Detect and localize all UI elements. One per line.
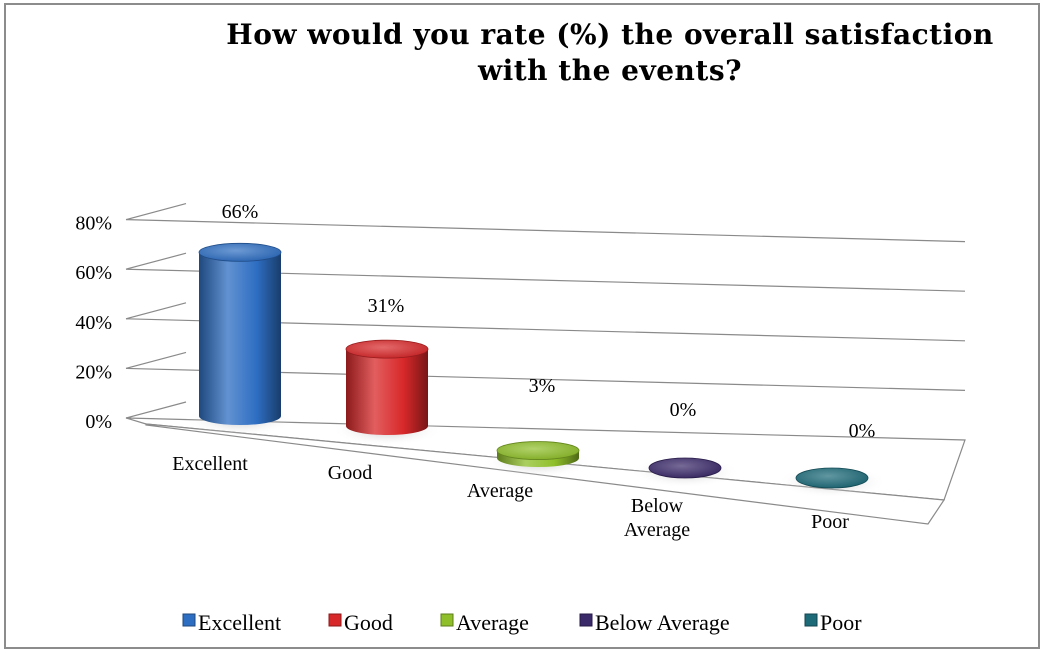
category-label: Poor bbox=[811, 511, 849, 533]
chart-title-line-2: with the events? bbox=[478, 54, 742, 87]
legend-item: Below Average bbox=[579, 610, 730, 635]
left-wall-line bbox=[125, 351, 187, 369]
gridline bbox=[125, 219, 966, 243]
left-wall-line bbox=[125, 203, 187, 221]
y-axis-tick-labels: 0% 20% 40% 60% 80% bbox=[75, 213, 112, 433]
legend-swatch bbox=[440, 613, 454, 627]
left-wall-line bbox=[125, 302, 187, 320]
y-tick-label: 20% bbox=[75, 361, 112, 383]
category-label: Excellent bbox=[172, 453, 248, 475]
bar-top bbox=[345, 339, 429, 359]
legend-item: Poor bbox=[804, 610, 862, 635]
bar-top bbox=[198, 242, 282, 262]
y-tick-label: 80% bbox=[75, 213, 112, 235]
bar-body bbox=[346, 349, 428, 435]
legend-label: Excellent bbox=[198, 610, 281, 635]
legend-swatch bbox=[182, 613, 196, 627]
bar-body bbox=[199, 252, 281, 425]
legend-swatch bbox=[579, 613, 593, 627]
data-label: 0% bbox=[670, 399, 697, 421]
bar-3 bbox=[630, 456, 740, 488]
category-label: Average bbox=[467, 480, 533, 502]
y-tick-label: 40% bbox=[75, 312, 112, 334]
data-label: 3% bbox=[529, 375, 556, 397]
bar-1 bbox=[332, 339, 442, 446]
left-wall-line bbox=[125, 252, 187, 270]
data-label: 66% bbox=[222, 201, 259, 223]
legend-item: Average bbox=[440, 610, 529, 635]
category-label: Average bbox=[624, 519, 690, 541]
legend-item: Excellent bbox=[182, 610, 281, 635]
legend: Excellent Good Average Below Average Poor bbox=[182, 610, 862, 635]
legend-swatch bbox=[328, 613, 342, 627]
left-wall-line bbox=[125, 401, 187, 419]
chart-frame bbox=[4, 3, 1040, 649]
chart-title-line-1: How would you rate (%) the overall satis… bbox=[226, 18, 994, 51]
bar-top bbox=[795, 467, 869, 489]
bar-0 bbox=[185, 242, 295, 436]
bars bbox=[185, 242, 887, 498]
legend-label: Average bbox=[456, 610, 529, 635]
legend-label: Good bbox=[344, 610, 393, 635]
legend-swatch bbox=[804, 613, 818, 627]
bar-4 bbox=[777, 466, 887, 498]
legend-label: Poor bbox=[820, 610, 862, 635]
bar-top bbox=[648, 457, 722, 479]
legend-item: Good bbox=[328, 610, 393, 635]
data-label: 0% bbox=[849, 420, 876, 442]
category-label: Below bbox=[631, 495, 684, 517]
legend-label: Below Average bbox=[595, 610, 730, 635]
data-labels: 66% 31% 3% 0% 0% bbox=[222, 201, 876, 442]
y-tick-label: 60% bbox=[75, 262, 112, 284]
y-tick-label: 0% bbox=[85, 411, 112, 433]
bar-2 bbox=[483, 441, 593, 478]
data-label: 31% bbox=[368, 295, 405, 317]
category-label: Good bbox=[328, 462, 372, 484]
bar-top bbox=[496, 441, 580, 460]
